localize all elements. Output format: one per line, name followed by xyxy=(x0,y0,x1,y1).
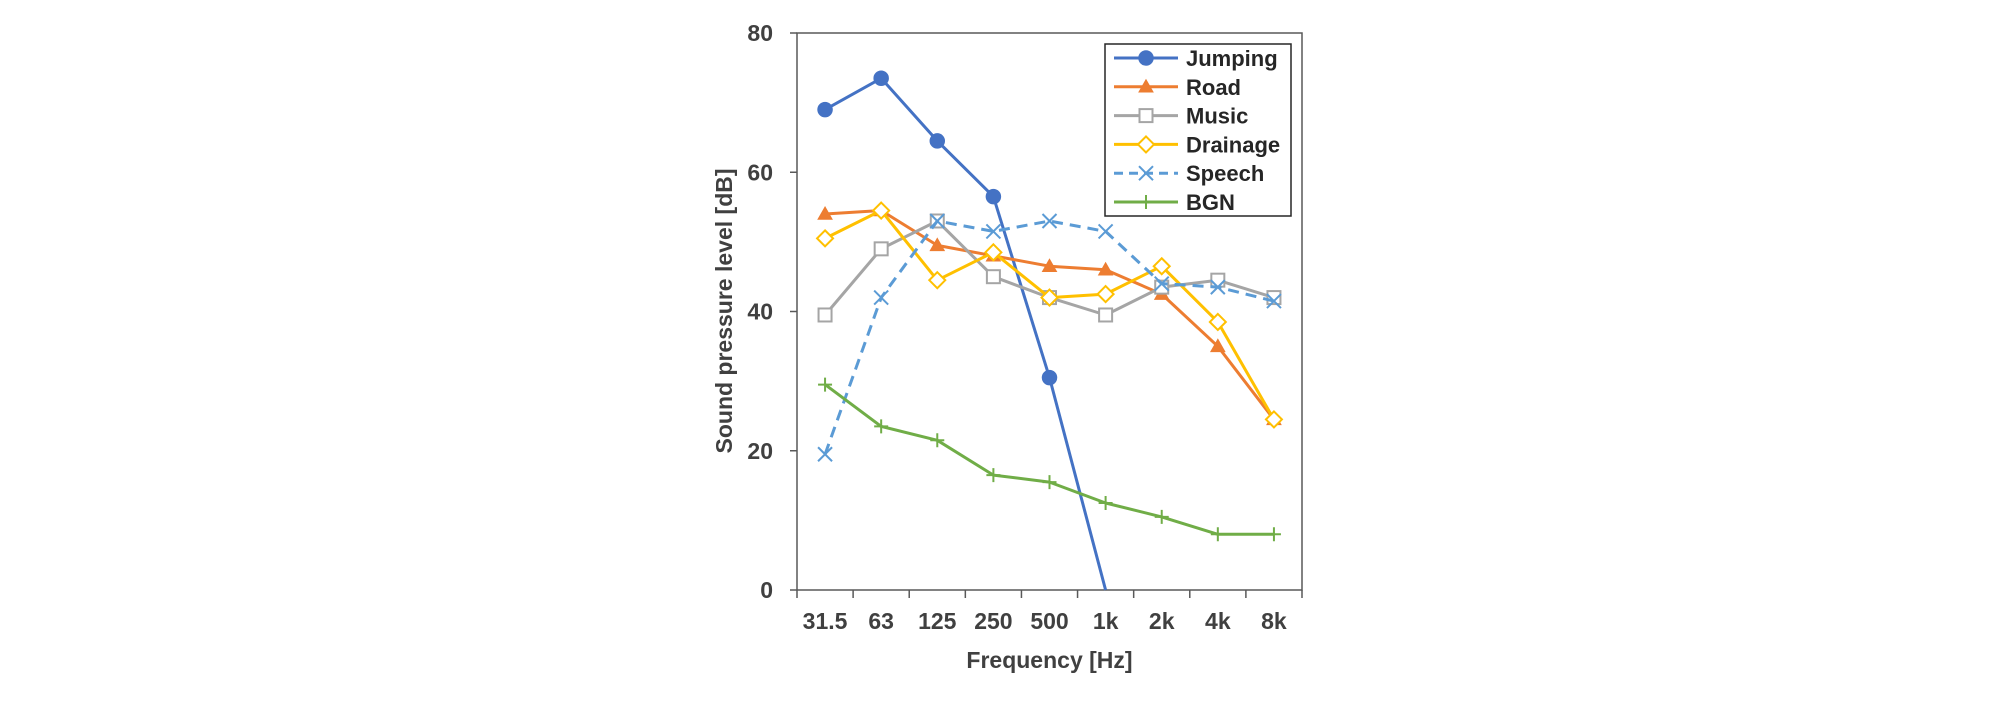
y-tick-label: 20 xyxy=(747,438,773,464)
x-tick-label: 500 xyxy=(1030,608,1068,634)
series-bgn xyxy=(818,377,1281,542)
data-point-drainage xyxy=(1208,312,1228,332)
x-tick-label: 63 xyxy=(868,608,894,634)
data-point-jumping xyxy=(985,188,1002,205)
legend-label-drainage: Drainage xyxy=(1186,132,1280,157)
series-line-jumping xyxy=(824,76,1108,591)
data-point-jumping xyxy=(929,133,946,149)
data-point-jumping xyxy=(1041,369,1058,386)
series-lines xyxy=(815,70,1284,591)
data-point-bgn xyxy=(818,377,833,392)
data-point-bgn xyxy=(1098,495,1113,510)
legend: Jumping Road Music Drainage Speech BGN xyxy=(1104,43,1292,217)
legend-label-jumping: Jumping xyxy=(1186,46,1278,71)
x-tick-label: 8k xyxy=(1261,608,1287,634)
legend-marker-speech xyxy=(1138,165,1154,181)
x-tick-label: 250 xyxy=(974,608,1012,634)
legend-entry-bgn: BGN xyxy=(1114,190,1235,215)
series-jumping xyxy=(817,70,1108,591)
data-point-drainage xyxy=(1040,288,1059,307)
x-tick-labels: 31.5 63 125 250 500 1k 2k 4k 8k xyxy=(803,608,1287,634)
legend-entry-road: Road xyxy=(1114,75,1241,100)
y-tick-label: 80 xyxy=(747,20,773,46)
y-tick-label: 40 xyxy=(747,299,773,325)
legend-label-speech: Speech xyxy=(1186,161,1264,186)
legend-label-bgn: BGN xyxy=(1186,190,1235,215)
x-tick-label: 125 xyxy=(918,608,957,634)
legend-label-road: Road xyxy=(1186,75,1241,100)
data-point-bgn xyxy=(1154,509,1169,524)
data-point-drainage xyxy=(1096,284,1116,304)
x-tick-label: 2k xyxy=(1149,608,1175,634)
data-point-drainage xyxy=(1264,410,1284,429)
legend-entry-speech: Speech xyxy=(1114,161,1264,186)
data-point-drainage xyxy=(871,201,891,220)
legend-label-music: Music xyxy=(1186,104,1248,129)
data-point-drainage xyxy=(927,270,947,290)
data-point-bgn xyxy=(1042,475,1057,490)
y-tick-label: 0 xyxy=(760,577,773,603)
data-point-music xyxy=(817,307,833,323)
data-point-drainage xyxy=(983,242,1003,262)
data-point-road xyxy=(1097,261,1114,276)
legend-entry-music: Music xyxy=(1114,104,1248,129)
legend-marker-drainage xyxy=(1136,134,1156,154)
data-point-music xyxy=(985,269,1001,285)
data-point-road xyxy=(817,206,833,220)
legend-marker-bgn xyxy=(1139,195,1153,209)
data-point-speech xyxy=(1041,213,1058,229)
data-point-speech xyxy=(929,213,945,229)
data-point-speech xyxy=(873,289,889,306)
data-point-drainage xyxy=(1152,256,1172,276)
x-axis-title: Frequency [Hz] xyxy=(966,647,1132,673)
data-point-road xyxy=(1041,258,1058,272)
data-point-jumping xyxy=(817,101,833,118)
data-point-speech xyxy=(1097,223,1114,240)
data-point-drainage xyxy=(815,228,835,248)
legend-box xyxy=(1104,43,1292,217)
y-tick-labels: 0 20 40 60 80 xyxy=(747,20,773,603)
series-drainage xyxy=(815,201,1284,429)
data-point-speech xyxy=(1266,293,1282,309)
data-point-bgn xyxy=(986,468,1001,483)
x-tick-label: 1k xyxy=(1093,608,1119,634)
x-tick-label: 4k xyxy=(1205,608,1231,634)
data-point-music xyxy=(1098,307,1114,323)
data-point-bgn xyxy=(1266,527,1281,542)
legend-marker-road xyxy=(1138,78,1154,93)
data-point-bgn xyxy=(930,433,945,448)
series-speech xyxy=(817,213,1282,462)
x-tick-label: 31.5 xyxy=(803,608,848,634)
data-point-bgn xyxy=(1210,527,1225,542)
data-point-speech xyxy=(985,223,1002,240)
axis-ticks xyxy=(790,32,1303,598)
data-point-road xyxy=(929,237,946,252)
data-point-music xyxy=(1210,272,1226,288)
data-point-bgn xyxy=(874,419,889,434)
y-tick-label: 60 xyxy=(747,159,773,185)
data-point-speech xyxy=(1154,275,1170,292)
legend-entry-jumping: Jumping xyxy=(1114,46,1278,71)
data-point-jumping xyxy=(873,70,889,87)
legend-marker-music xyxy=(1138,108,1154,124)
data-point-music xyxy=(873,241,889,257)
y-axis-title: Sound pressure level [dB] xyxy=(711,168,737,453)
legend-entry-drainage: Drainage xyxy=(1114,132,1280,157)
legend-marker-jumping xyxy=(1138,50,1154,66)
series-line-speech xyxy=(823,219,1275,455)
data-point-speech xyxy=(817,446,833,462)
data-point-speech xyxy=(1210,279,1226,295)
data-point-road xyxy=(1209,338,1226,353)
